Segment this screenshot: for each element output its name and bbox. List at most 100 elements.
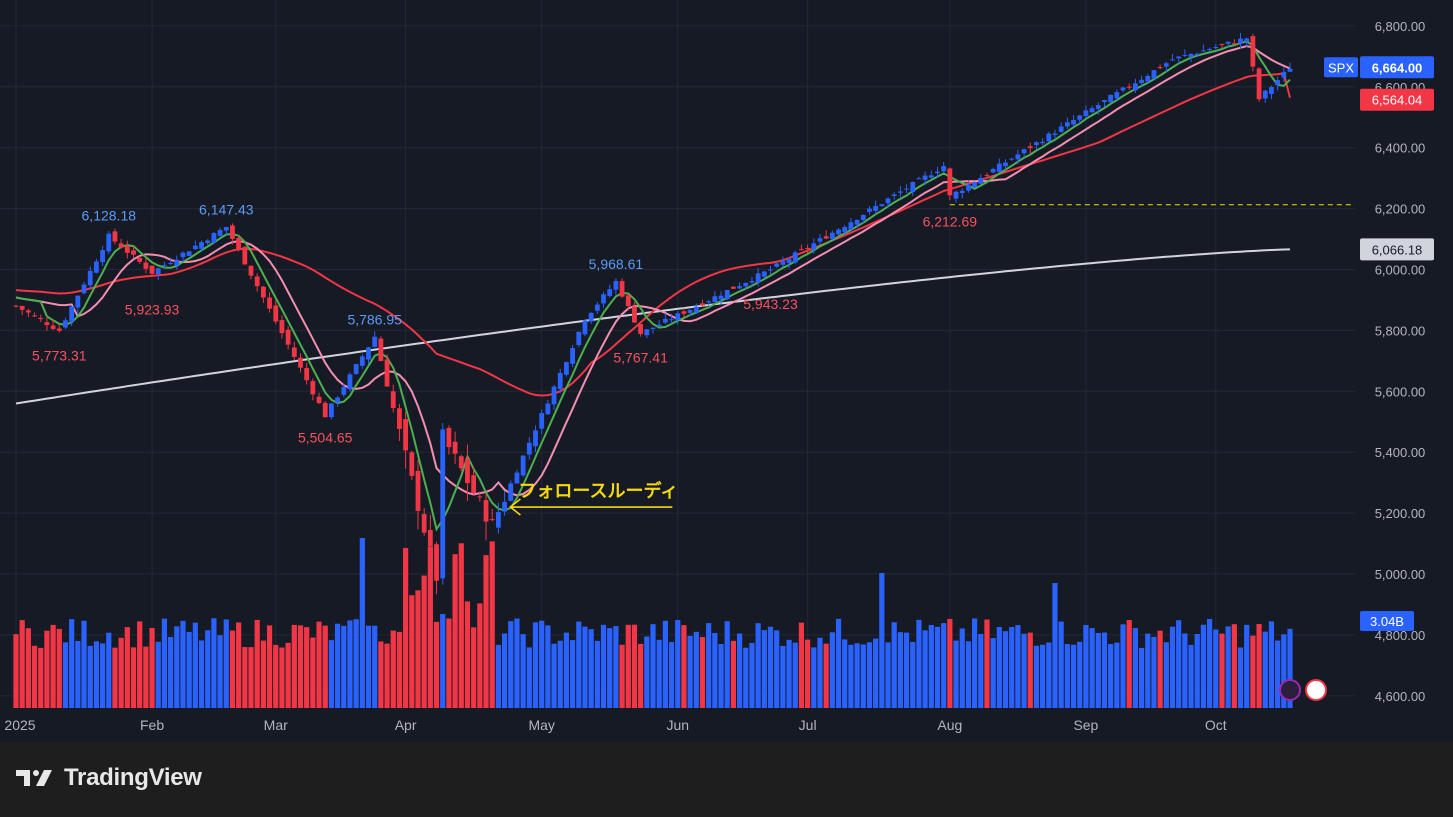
- candle-body: [996, 163, 1002, 172]
- volume-bar: [56, 628, 62, 708]
- candle-body: [650, 327, 656, 329]
- volume-bar: [1077, 641, 1083, 708]
- candle-body: [427, 530, 433, 547]
- volume-bar: [687, 635, 693, 708]
- candle-body: [1015, 154, 1021, 160]
- candle-body: [267, 297, 272, 309]
- candle-body: [539, 413, 545, 429]
- volume-bar: [1151, 636, 1157, 708]
- volume-bar: [446, 618, 452, 708]
- candle-body: [1281, 71, 1287, 78]
- candle-body: [576, 331, 582, 346]
- candle-body: [155, 268, 161, 275]
- candle-body: [217, 230, 223, 236]
- candle-body: [1083, 110, 1089, 117]
- volume-bar: [1027, 632, 1033, 708]
- candle-body: [718, 295, 724, 300]
- volume-bar: [761, 630, 767, 708]
- candle-body: [75, 295, 81, 308]
- volume-bar: [743, 647, 749, 708]
- volume-bar: [1207, 618, 1213, 708]
- candle-body: [1120, 87, 1126, 91]
- candle-body: [749, 281, 755, 283]
- candle-body: [656, 324, 662, 327]
- candle-body: [867, 208, 872, 212]
- spx-chart[interactable]: 6,128.18 6,147.43 5,923.93 5,773.31 5,786.95…: [0, 0, 1453, 742]
- volume-bar: [786, 639, 792, 708]
- candle-body: [452, 441, 458, 454]
- symbol-tag: [1324, 57, 1358, 78]
- candle-body: [1182, 54, 1188, 56]
- volume-bar: [588, 629, 594, 708]
- volume-bar: [551, 643, 557, 708]
- candle-body: [384, 359, 390, 387]
- volume-bar: [829, 632, 835, 708]
- tradingview-logo[interactable]: TradingView: [16, 764, 202, 792]
- candle-body: [588, 312, 594, 322]
- volume-bar: [712, 632, 718, 708]
- candle-body: [199, 242, 204, 249]
- candle-body: [811, 243, 817, 250]
- volume-bar: [1244, 624, 1250, 708]
- volume-bar: [1126, 620, 1132, 708]
- volume-bar: [1169, 626, 1176, 708]
- volume-bar: [87, 645, 93, 708]
- annotation-low: 5,943.23: [743, 296, 798, 312]
- candle-body: [168, 263, 174, 265]
- volume-bar: [168, 636, 174, 708]
- candle-body: [483, 500, 489, 522]
- volume-bar: [625, 624, 631, 708]
- volume-bar: [811, 647, 817, 708]
- candle-body: [1095, 105, 1101, 109]
- volume-bar: [198, 640, 205, 708]
- price-tick-label: 6,800.00: [1375, 19, 1426, 34]
- volume-bar: [718, 643, 724, 708]
- candle-body: [242, 246, 248, 265]
- candle-body: [564, 362, 569, 375]
- candle-body: [273, 305, 279, 322]
- volume-bar: [755, 623, 761, 708]
- candle-body: [1275, 80, 1281, 85]
- time-tick-label: Oct: [1205, 717, 1227, 733]
- volume-bar: [266, 625, 273, 708]
- annotation-high: 6,147.43: [199, 202, 254, 218]
- volume-bar: [971, 618, 978, 708]
- candle-body: [935, 171, 940, 174]
- volume-bar: [749, 642, 755, 708]
- volume-bar: [285, 642, 291, 708]
- volume-bar: [842, 639, 848, 708]
- candle-body: [223, 226, 229, 231]
- volume-bar: [1070, 644, 1077, 708]
- volume-bar: [1040, 644, 1046, 708]
- volume-bar: [477, 603, 483, 708]
- candle-body: [632, 306, 637, 323]
- candle-body: [533, 430, 538, 447]
- volume-bar: [1225, 626, 1231, 708]
- volume-bar: [1281, 634, 1287, 708]
- volume-bar: [186, 631, 192, 708]
- volume-bar: [353, 619, 359, 708]
- volume-bar: [304, 627, 310, 708]
- volume-bar: [38, 647, 44, 708]
- candle-body: [434, 544, 439, 581]
- candle-body: [100, 250, 105, 263]
- volume-bar: [675, 619, 681, 708]
- candle-body: [378, 338, 384, 362]
- volume-bar: [520, 634, 526, 708]
- annotation-low: 5,773.31: [32, 348, 87, 364]
- volume-bar: [576, 621, 582, 708]
- candle-body: [471, 475, 477, 493]
- ma-pink-line: [15, 45, 1291, 497]
- volume-bar: [798, 622, 805, 708]
- volume-bar: [1262, 631, 1268, 708]
- candle-body: [737, 286, 742, 289]
- volume-bar: [396, 631, 403, 708]
- candle-body: [1262, 90, 1268, 99]
- candle-body: [298, 357, 303, 368]
- flash-icon: [1279, 679, 1301, 701]
- candle-body: [669, 319, 674, 321]
- candle-body: [260, 286, 266, 298]
- annotation-high: 5,786.95: [347, 311, 402, 327]
- price-tick-label: 4,800.00: [1375, 628, 1426, 643]
- candle-body: [1077, 115, 1083, 120]
